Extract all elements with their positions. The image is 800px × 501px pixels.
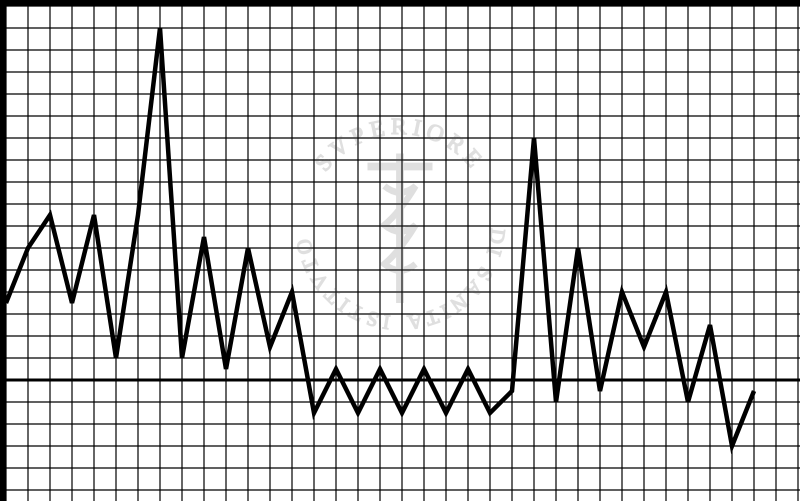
chart-container: SVPERIORE ISTITVTO DI SANITA: [0, 0, 800, 501]
grid-chart: [0, 0, 800, 501]
